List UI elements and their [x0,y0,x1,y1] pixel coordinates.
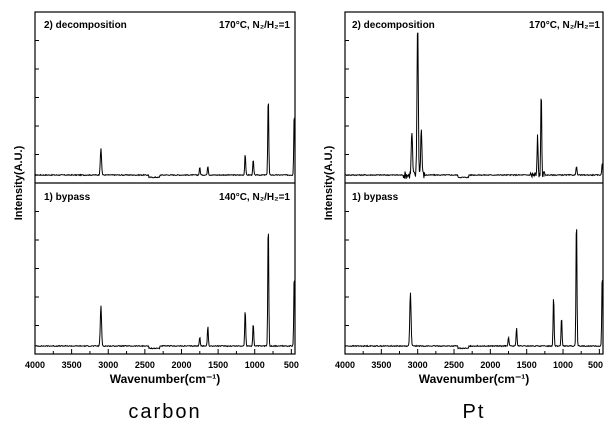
pt-tick-label-4000: 4000 [335,360,355,370]
carbon-tick-label-3500: 3500 [62,360,82,370]
carbon-tick-label-1000: 1000 [245,360,265,370]
pt-x-axis-title: Wavenumber(cm⁻¹) [419,372,530,386]
carbon-y-axis-title: Intensity(A.U.) [13,145,25,220]
pt-top-condition: 170°C, N₂/H₂=1 [529,20,600,31]
carbon-bottom-spectrum [34,233,296,350]
chart-carbon: 2) decomposition 170°C, N₂/H₂=1 1) bypas… [13,11,299,423]
pt-tick-label-500: 500 [588,360,603,370]
carbon-tick-label-2000: 2000 [171,360,191,370]
pt-bottom-label: 1) bypass [352,192,399,203]
pt-panel-caption: Pt [463,401,486,423]
carbon-tick-label-2500: 2500 [135,360,155,370]
pt-top-spectrum [344,32,604,179]
carbon-panel-caption: carbon [128,401,201,423]
carbon-top-condition: 170°C, N₂/H₂=1 [219,20,290,31]
pt-tick-label-1000: 1000 [553,360,573,370]
pt-tick-label-3500: 3500 [371,360,391,370]
pt-y-axis-title: Intensity(A.U.) [323,145,335,220]
carbon-tick-label-1500: 1500 [208,360,228,370]
carbon-tick-label-3000: 3000 [98,360,118,370]
carbon-top-spectrum [35,103,296,179]
pt-bottom-spectrum [344,229,604,350]
pt-y-ticks [345,40,349,326]
chart-pt: 2) decomposition 170°C, N₂/H₂=1 1) bypas… [323,11,604,423]
pt-tick-label-2000: 2000 [480,360,500,370]
pt-tick-label-1500: 1500 [517,360,537,370]
carbon-top-label: 2) decomposition [44,20,127,31]
pt-top-label: 2) decomposition [352,20,435,31]
carbon-x-ticks [34,349,292,354]
carbon-bottom-label: 1) bypass [44,192,91,203]
pt-x-ticks [344,349,600,354]
carbon-bottom-condition: 140°C, N₂/H₂=1 [219,192,290,203]
pt-tick-label-2500: 2500 [444,360,464,370]
carbon-tick-label-500: 500 [284,360,299,370]
carbon-tick-label-4000: 4000 [25,360,45,370]
carbon-y-ticks [35,40,39,326]
carbon-x-axis-title: Wavenumber(cm⁻¹) [110,372,221,386]
pt-tick-label-3000: 3000 [408,360,428,370]
